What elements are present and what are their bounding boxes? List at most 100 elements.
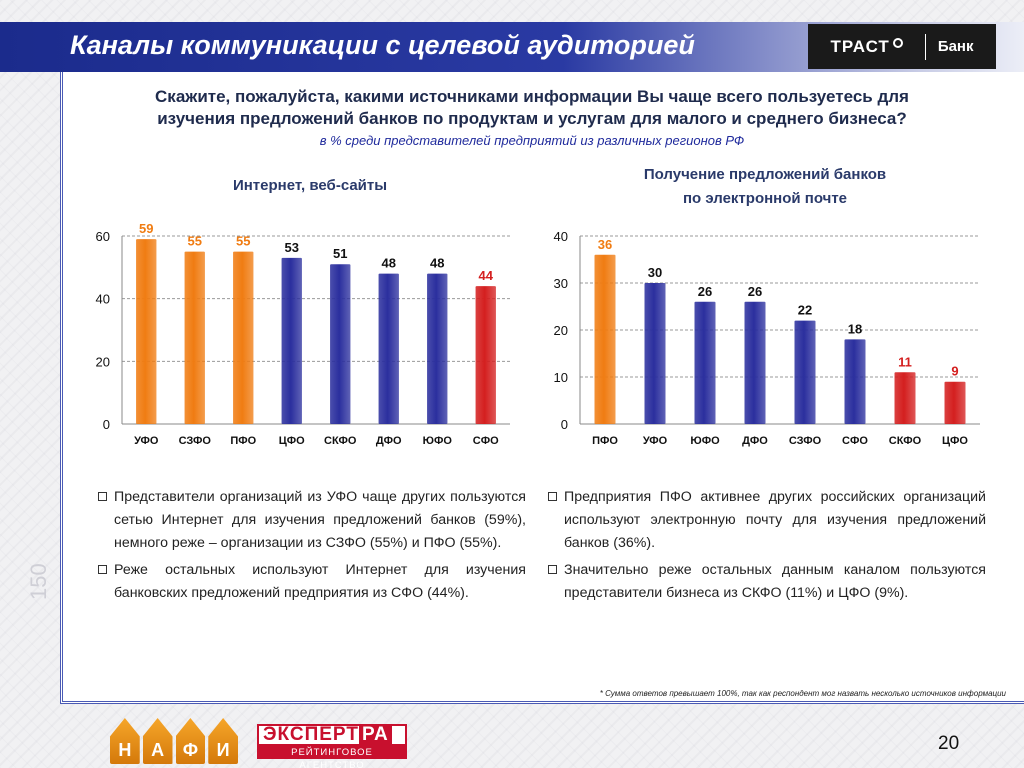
- nafi-letter: И: [208, 718, 238, 764]
- question-text: Скажите, пожалуйста, какими источниками …: [0, 86, 1024, 130]
- x-tick-label: ЮФО: [423, 435, 453, 447]
- bar-value-label: 55: [188, 234, 202, 249]
- x-tick-label: УФО: [643, 435, 668, 447]
- y-tick-label: 40: [96, 292, 110, 307]
- checkbox-bullet-icon: [98, 565, 107, 574]
- checkbox-bullet-icon: [548, 492, 557, 501]
- right-bullets: Предприятия ПФО активнее других российск…: [548, 486, 986, 609]
- x-tick-label: ЦФО: [279, 435, 305, 447]
- question-line-2: изучения предложений банков по продуктам…: [157, 109, 907, 128]
- x-tick-label: УФО: [134, 435, 159, 447]
- expert-ra-logo: ЭКСПЕРТ РА РЕЙТИНГОВОЕ АГЕНТСТВО: [257, 724, 407, 768]
- x-tick-label: СЗФО: [789, 435, 822, 447]
- internet-chart: 0 20 40 60 59 УФО 55 СЗФО 55 ПФО 53 ЦФО 51 СКФО 48 ДФО 4…: [96, 221, 510, 447]
- y-tick-label: 10: [554, 370, 568, 385]
- expert-name: ЭКСПЕРТ: [263, 724, 359, 745]
- bar: [330, 264, 351, 424]
- y-tick-label: 20: [554, 323, 568, 338]
- bar: [894, 372, 916, 424]
- nafi-logo: Н А Ф И: [110, 718, 238, 764]
- bar: [233, 251, 254, 424]
- bar: [136, 239, 157, 424]
- bar: [644, 283, 666, 424]
- chart-2-title-line-1: Получение предложений банков: [643, 166, 887, 183]
- bar-value-label: 9: [951, 364, 958, 379]
- bar: [844, 339, 866, 424]
- bar-value-label: 48: [382, 256, 396, 271]
- bar: [281, 257, 302, 424]
- bar: [378, 273, 399, 424]
- bullet-text: Значительно реже остальных данным канало…: [564, 562, 986, 601]
- nafi-letter: Ф: [175, 718, 206, 764]
- bar: [475, 286, 496, 424]
- bar-value-label: 30: [648, 265, 662, 280]
- x-tick-label: ЦФО: [942, 435, 968, 447]
- left-bullets: Представители организаций из УФО чаще др…: [98, 486, 526, 609]
- expert-ra: РА: [358, 724, 392, 745]
- bar-value-label: 53: [285, 240, 299, 255]
- footnote: * Сумма ответов превышает 100%, так как …: [599, 689, 1006, 698]
- x-tick-label: ПФО: [230, 435, 256, 447]
- bar-value-label: 59: [139, 221, 153, 236]
- x-tick-label: ДФО: [742, 435, 768, 447]
- expert-subtitle: РЕЙТИНГОВОЕ АГЕНТСТВО: [257, 746, 407, 768]
- checkbox-bullet-icon: [548, 565, 557, 574]
- bullet-text: Представители организаций из УФО чаще др…: [114, 489, 526, 551]
- bar-value-label: 55: [236, 234, 250, 249]
- trust-bank-logo: ТРАСТ Банк: [808, 24, 996, 69]
- bullet-text: Реже остальных используют Интернет для и…: [114, 562, 526, 601]
- bar-value-label: 36: [598, 237, 612, 252]
- bar: [594, 254, 616, 424]
- x-tick-label: ЮФО: [690, 435, 720, 447]
- x-tick-label: СЗФО: [179, 435, 212, 447]
- bar: [944, 381, 966, 424]
- nafi-letter: Н: [110, 718, 140, 764]
- bullet-item: Представители организаций из УФО чаще др…: [98, 486, 526, 555]
- bar: [694, 301, 716, 424]
- question-line-1: Скажите, пожалуйста, какими источниками …: [155, 87, 909, 106]
- y-tick-label: 0: [561, 417, 568, 432]
- x-tick-label: СФО: [842, 435, 868, 447]
- bar-value-label: 22: [798, 303, 812, 318]
- y-tick-label: 20: [96, 354, 110, 369]
- bar: [744, 301, 766, 424]
- page-number: 20: [938, 733, 960, 754]
- bar-value-label: 26: [698, 284, 712, 299]
- bullet-item: Реже остальных используют Интернет для и…: [98, 559, 526, 605]
- bar: [184, 251, 205, 424]
- x-tick-label: ПФО: [592, 435, 618, 447]
- y-tick-label: 40: [554, 229, 568, 244]
- chart-2-title: Получение предложений банков по электрон…: [560, 163, 970, 211]
- logo-suffix: Банк: [937, 38, 974, 55]
- logo-name: ТРАСТ: [830, 36, 890, 56]
- x-tick-label: СКФО: [324, 435, 357, 447]
- chart-1-title: Интернет, веб-сайты: [232, 177, 388, 194]
- x-tick-label: СКФО: [889, 435, 922, 447]
- x-tick-label: СФО: [473, 435, 499, 447]
- bar: [794, 320, 816, 424]
- bar-value-label: 11: [898, 354, 912, 369]
- bar-value-label: 26: [748, 284, 762, 299]
- expert-ra-wordmark: ЭКСПЕРТ РА: [257, 724, 407, 746]
- bullet-item: Предприятия ПФО активнее других российск…: [548, 486, 986, 555]
- y-tick-label: 60: [96, 229, 110, 244]
- bar: [427, 273, 448, 424]
- bar-value-label: 18: [848, 321, 862, 336]
- bar-value-label: 44: [479, 268, 494, 283]
- bar-value-label: 48: [430, 256, 444, 271]
- y-tick-label: 0: [103, 417, 110, 432]
- bullet-item: Значительно реже остальных данным канало…: [548, 559, 986, 605]
- x-tick-label: ДФО: [376, 435, 402, 447]
- question-subtitle: в % среди представителей предприятий из …: [319, 133, 745, 148]
- bullet-text: Предприятия ПФО активнее других российск…: [564, 489, 986, 551]
- bar-value-label: 51: [333, 246, 347, 261]
- page-title: Каналы коммуникации с целевой аудиторией: [70, 30, 695, 60]
- nafi-letter: А: [142, 718, 173, 764]
- checkbox-bullet-icon: [98, 492, 107, 501]
- email-chart: 0 10 20 30 40 36 ПФО 30 УФО 26 ЮФО 26 ДФО 22 СЗФО 18 СФО…: [554, 229, 980, 447]
- side-number: 150: [26, 563, 51, 600]
- chart-2-title-line-2: по электронной почте: [682, 190, 848, 207]
- logo-ring-icon: [892, 37, 903, 48]
- y-tick-label: 30: [554, 276, 568, 291]
- logo-divider: [924, 33, 926, 60]
